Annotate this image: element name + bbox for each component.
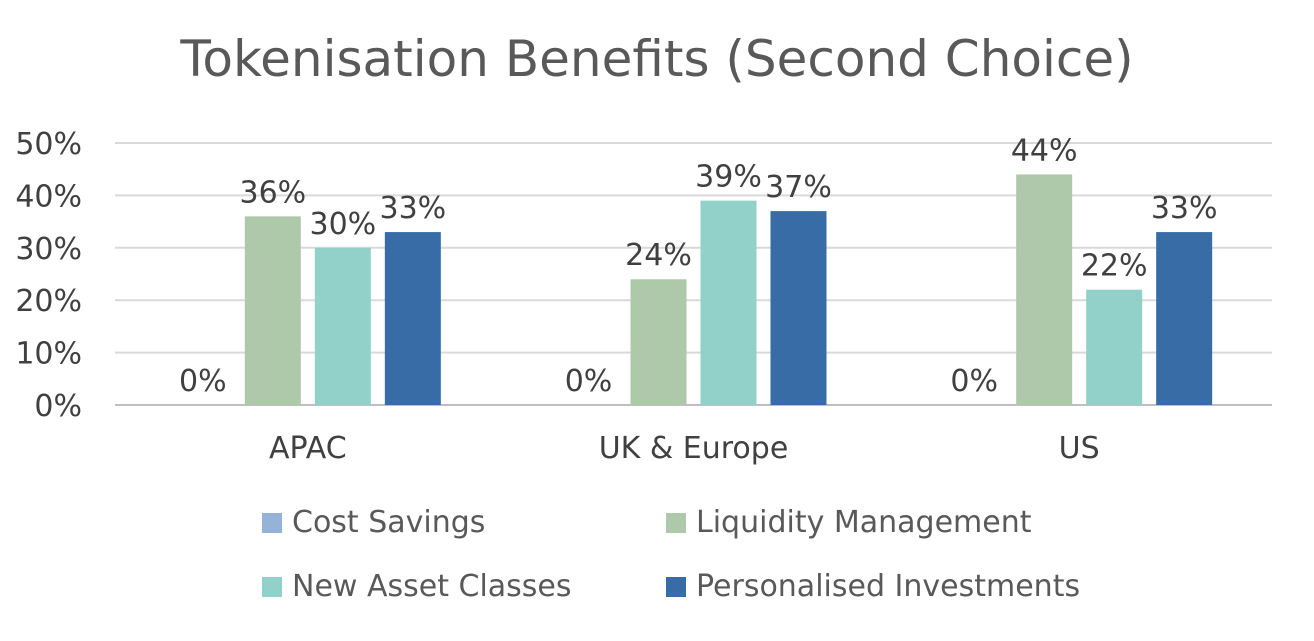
data-label: 39%: [695, 160, 762, 195]
y-tick-label: 30%: [15, 232, 82, 267]
data-label: 0%: [179, 364, 227, 399]
data-label: 36%: [239, 175, 306, 210]
legend-item-cost-savings: Cost Savings: [262, 505, 485, 540]
bar: [384, 232, 441, 405]
y-tick-label: 50%: [15, 127, 82, 162]
data-label: 22%: [1081, 249, 1148, 284]
x-tick-label: UK & Europe: [599, 431, 789, 466]
legend-label: Liquidity Management: [696, 505, 1032, 540]
chart-legend: Cost Savings Liquidity Management New As…: [262, 505, 1082, 615]
y-tick-label: 0%: [34, 389, 82, 424]
data-label: 33%: [379, 191, 446, 226]
legend-item-personalised-investments: Personalised Investments: [666, 569, 1080, 604]
bar: [244, 216, 301, 405]
chart-plot: 0%10%20%30%40%50%0%36%30% 33%APAC0%24%39%…: [15, 127, 1272, 466]
data-label: 33%: [1151, 191, 1218, 226]
legend-label: Personalised Investments: [696, 569, 1081, 604]
x-tick-label: US: [1059, 431, 1100, 466]
legend-label: New Asset Classes: [292, 569, 572, 604]
legend-item-new-asset-classes: New Asset Classes: [262, 569, 572, 604]
bar: [1016, 174, 1073, 405]
data-label: 0%: [565, 364, 613, 399]
y-tick-label: 20%: [15, 284, 82, 319]
bar: [700, 200, 757, 405]
bar: [1086, 289, 1143, 405]
legend-swatch: [262, 512, 282, 533]
legend-swatch: [666, 512, 686, 533]
bar: [630, 279, 687, 405]
data-label: 37%: [765, 170, 832, 205]
data-label: 30%: [309, 207, 376, 242]
chart-title: Tokenisation Benefits (Second Choice): [180, 30, 1134, 88]
bar: [314, 247, 371, 405]
bar: [770, 211, 827, 405]
y-tick-label: 10%: [15, 337, 82, 372]
bar: [1156, 232, 1213, 405]
y-tick-label: 40%: [15, 179, 82, 214]
legend-swatch: [666, 576, 686, 597]
legend-item-liquidity-management: Liquidity Management: [666, 505, 1032, 540]
x-tick-label: APAC: [269, 431, 347, 466]
data-label: 44%: [1011, 133, 1078, 168]
data-label: 24%: [625, 238, 692, 273]
data-label: 0%: [950, 364, 998, 399]
legend-swatch: [262, 576, 282, 597]
legend-label: Cost Savings: [292, 505, 486, 540]
